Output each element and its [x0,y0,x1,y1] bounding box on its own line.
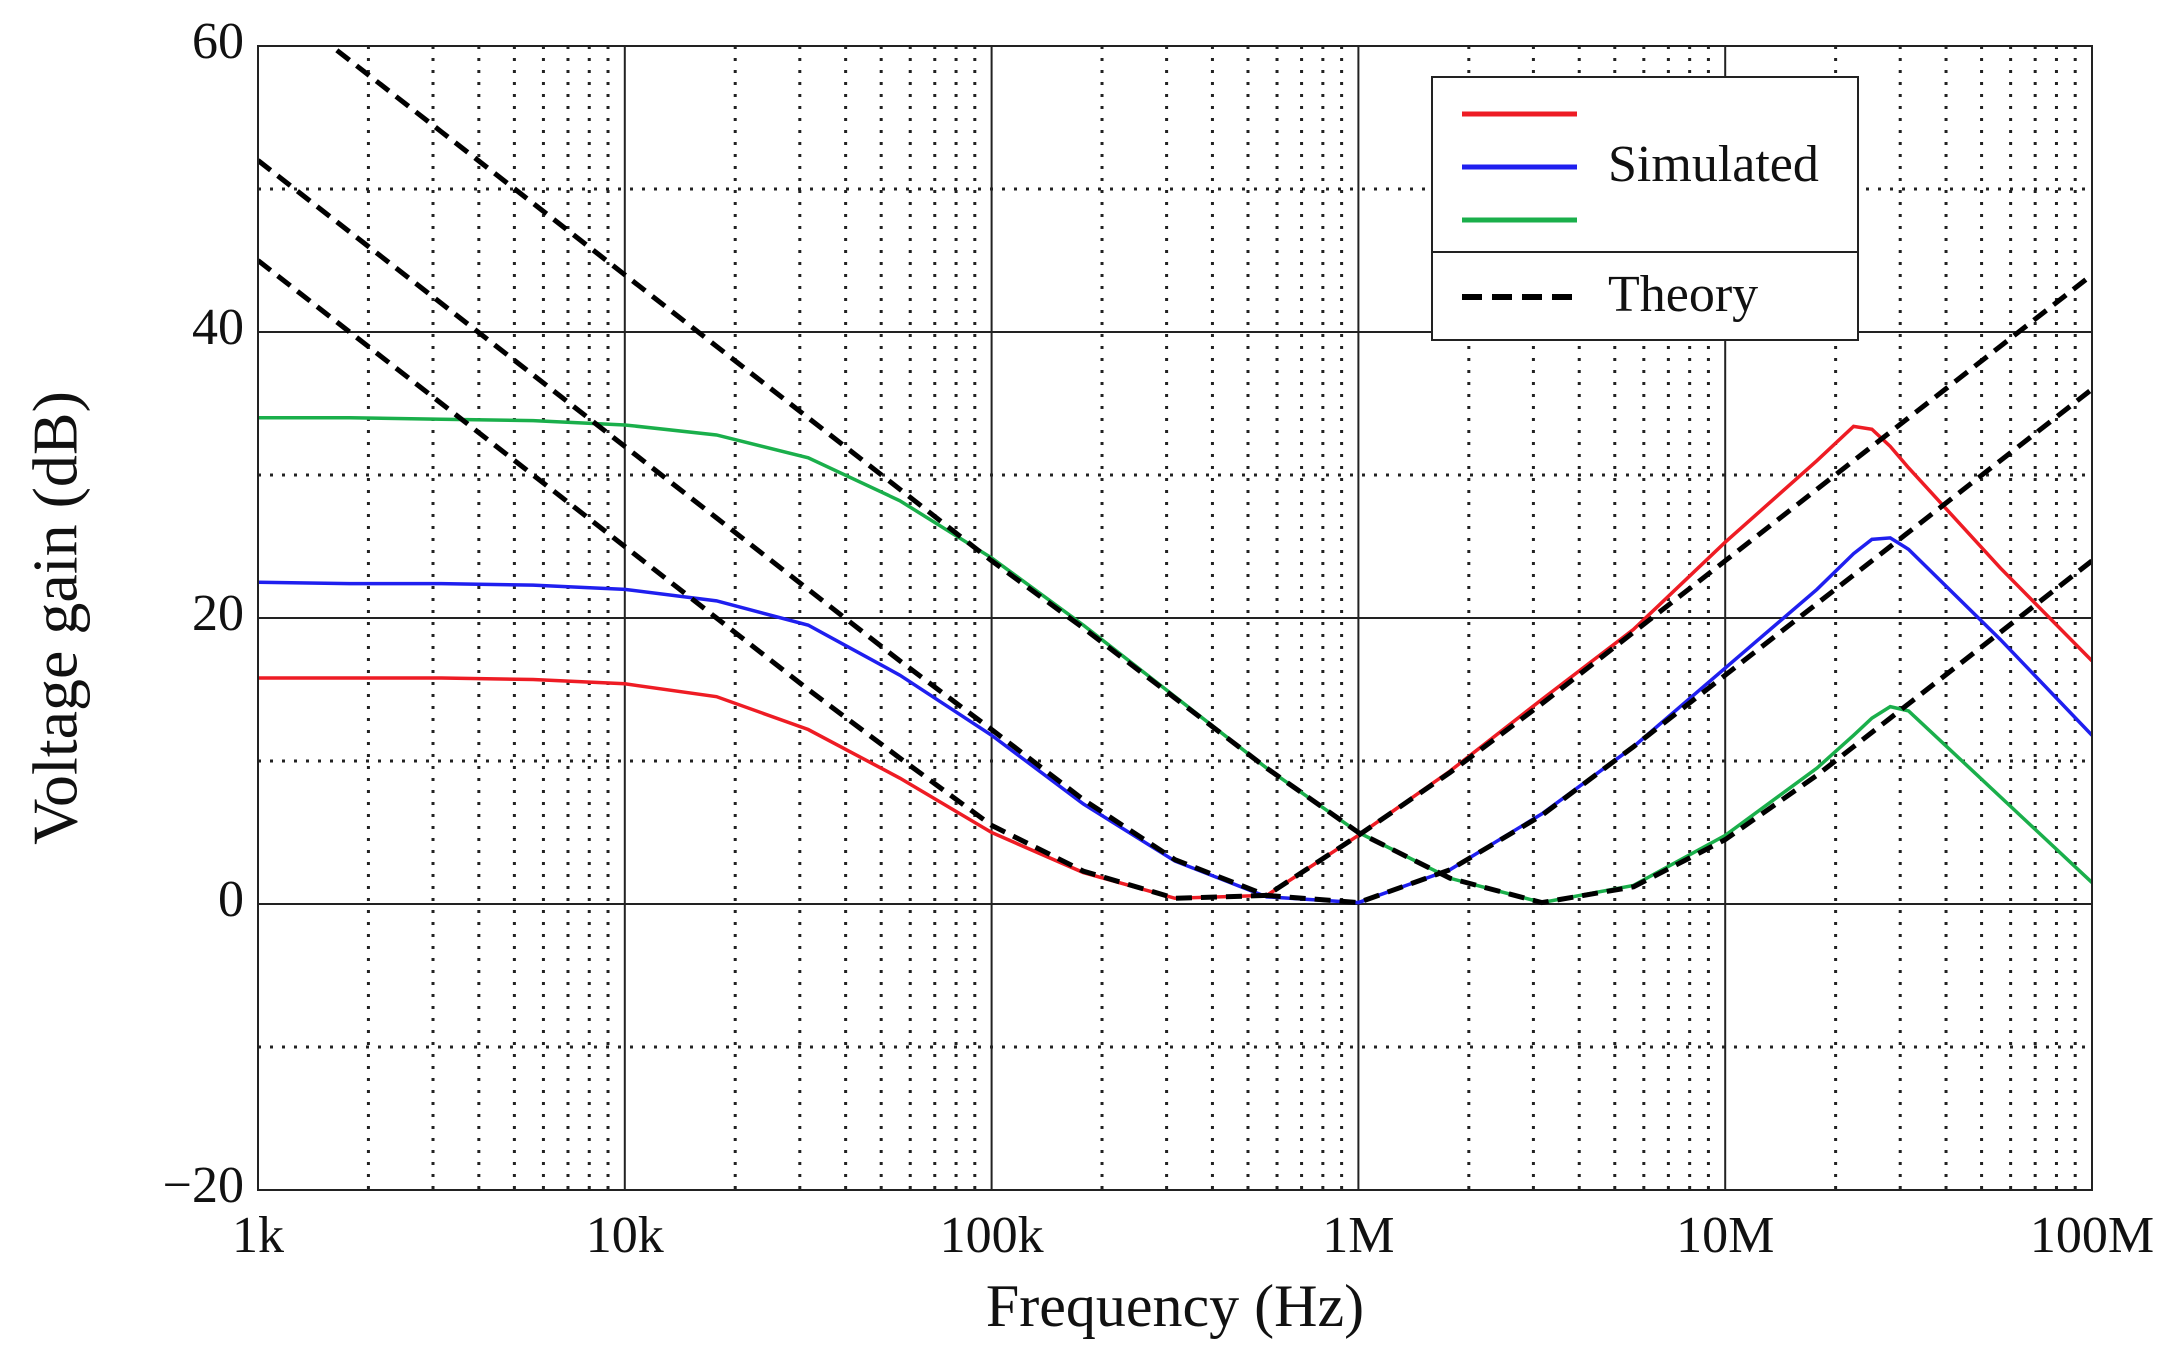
y-axis-label: Voltage gain (dB) [20,391,91,845]
y-tick-label: 60 [192,13,244,70]
legend-label: Simulated [1608,136,1819,193]
plot-lines [258,46,2092,906]
y-tick-label: −20 [163,1157,244,1214]
x-tick-label: 1k [232,1207,284,1264]
y-tick-label: 20 [192,585,244,642]
x-tick-label: 100M [2030,1207,2154,1264]
y-tick-label: 0 [218,871,244,928]
x-tick-label: 10k [586,1207,664,1264]
x-tick-label: 1M [1322,1207,1394,1264]
legend: Simulated Theory [1431,76,1859,341]
legend-label: Theory [1608,266,1758,323]
plot-frame [257,45,2093,1191]
simulated-line [258,536,2092,905]
x-axis-label: Frequency (Hz) [986,1273,1364,1339]
x-tick-label: 100k [940,1207,1044,1264]
theory-line [327,46,2092,906]
simulated-line [258,424,2092,901]
x-tick-label: 10M [1676,1207,1774,1264]
y-tick-label: 40 [192,299,244,356]
ticks: 1k 10k 100k 1M 10M 100M −20 0 20 40 60 [163,13,2154,1264]
